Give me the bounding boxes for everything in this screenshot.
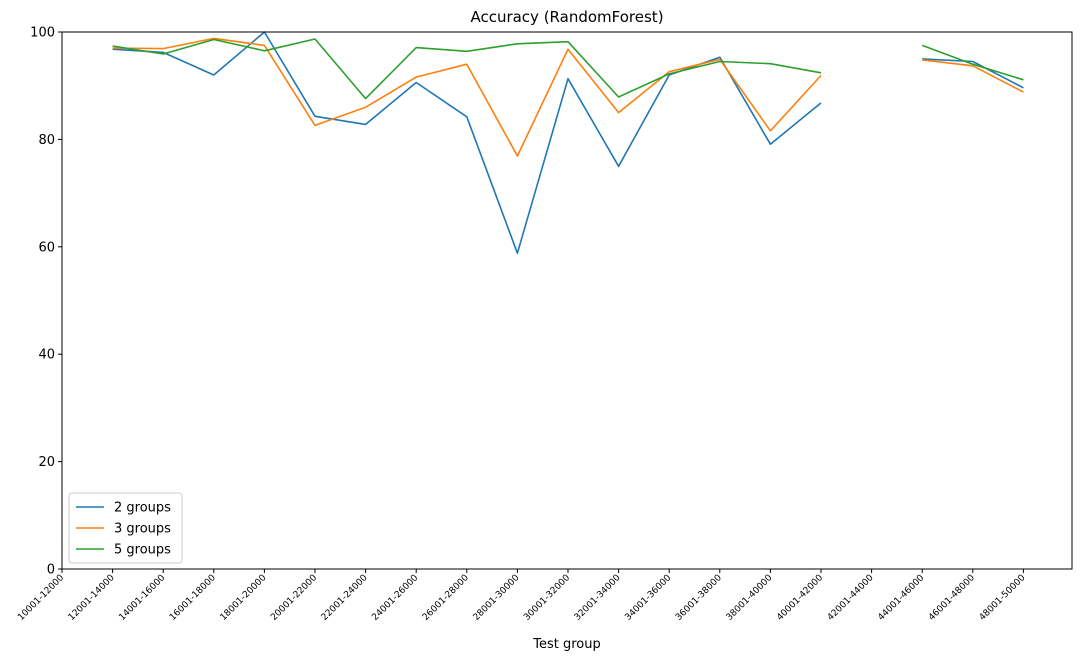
x-tick-label: 40001-42000 xyxy=(775,573,825,623)
plot-area-frame xyxy=(61,31,1073,570)
series-line-1 xyxy=(922,58,1024,89)
x-tick-label: 26001-28000 xyxy=(421,573,471,623)
x-tick-label: 34001-36000 xyxy=(623,573,673,623)
series-line-3 xyxy=(921,44,1024,81)
x-tick-label: 48001-50000 xyxy=(978,573,1028,623)
legend-label-2: 3 groups xyxy=(114,522,171,537)
y-tick-label: 0 xyxy=(47,563,55,578)
y-axis: 0 20 40 60 80 100 xyxy=(30,26,62,578)
x-axis: 10001-12000 12001-14000 14001-16000 16001-1… xyxy=(16,569,1028,623)
legend-label-3: 5 groups xyxy=(114,543,171,558)
x-tick-label: 30001-32000 xyxy=(522,573,572,623)
chart-title: Accuracy (RandomForest) xyxy=(470,8,663,26)
x-tick-label: 16001-18000 xyxy=(168,573,218,623)
x-tick-label: 18001-20000 xyxy=(219,573,269,623)
y-tick-label: 100 xyxy=(30,26,55,41)
x-tick-label: 44001-46000 xyxy=(876,573,926,623)
x-tick-label: 46001-48000 xyxy=(927,573,977,623)
y-tick-label: 80 xyxy=(38,133,55,148)
x-axis-label: Test group xyxy=(532,637,601,652)
x-tick-label: 28001-30000 xyxy=(472,573,522,623)
x-tick-label: 10001-12000 xyxy=(16,573,66,623)
legend-label-1: 2 groups xyxy=(114,501,171,516)
y-tick-label: 20 xyxy=(38,455,55,470)
x-tick-label: 22001-24000 xyxy=(320,573,370,623)
x-tick-label: 36001-38000 xyxy=(674,573,724,623)
x-tick-label: 24001-26000 xyxy=(370,573,420,623)
x-tick-label: 38001-40000 xyxy=(725,573,775,623)
series-line-2 xyxy=(922,59,1024,93)
x-tick-label: 20001-22000 xyxy=(269,573,319,623)
legend: 2 groups 3 groups 5 groups xyxy=(68,492,183,564)
series-line-2 xyxy=(112,37,822,157)
x-tick-label: 32001-34000 xyxy=(573,573,623,623)
y-tick-label: 40 xyxy=(38,348,55,363)
x-tick-label: 12001-14000 xyxy=(67,573,117,623)
x-tick-label: 42001-44000 xyxy=(826,573,876,623)
y-tick-label: 60 xyxy=(38,240,55,255)
x-tick-label: 14001-16000 xyxy=(117,573,167,623)
series-layer xyxy=(112,31,1024,254)
series-line-3 xyxy=(112,38,822,100)
legend-box xyxy=(68,492,183,564)
